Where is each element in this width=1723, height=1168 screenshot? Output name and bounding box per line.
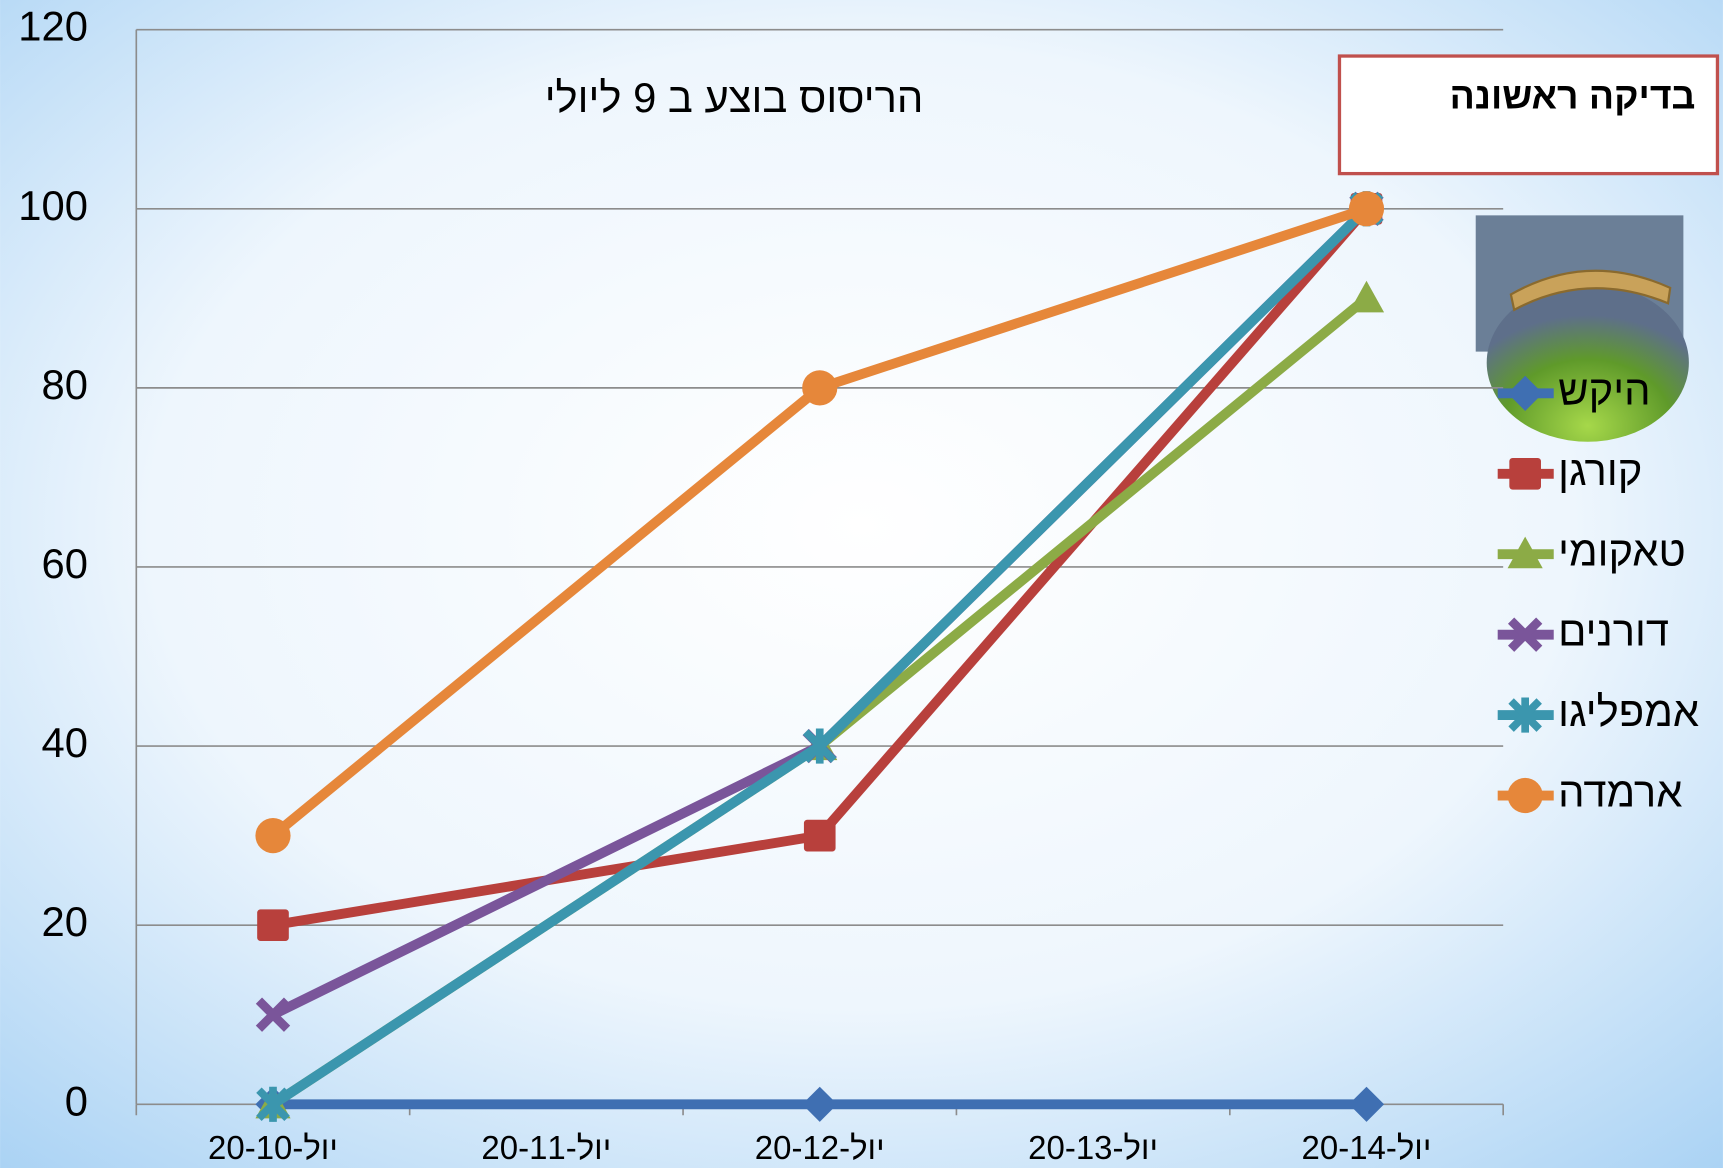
marker <box>803 819 836 852</box>
marker <box>1509 457 1541 490</box>
legend-entry: קורגן <box>1497 447 1642 494</box>
legend-label: טאקומי <box>1558 527 1686 574</box>
square <box>1509 457 1541 490</box>
legend-label: היקש <box>1558 366 1650 413</box>
annotation: בדיקה ראשונה <box>1450 75 1696 117</box>
y-tick-label: 100 <box>18 182 88 229</box>
legend-label: ארמדה <box>1558 769 1682 816</box>
diamond <box>1348 1086 1385 1122</box>
marker <box>255 818 291 854</box>
legend-label: קורגן <box>1558 447 1642 494</box>
annotation-box <box>1337 54 1720 176</box>
triangle <box>1348 280 1385 313</box>
circle <box>255 818 291 854</box>
star <box>802 728 837 764</box>
y-tick-label: 60 <box>42 540 88 587</box>
x-tick-label: 20-יול-10 <box>208 1129 338 1166</box>
x-tick-label: 20-יול-13 <box>1028 1129 1158 1166</box>
marker <box>1348 191 1385 227</box>
y-tick-label: 120 <box>18 3 88 50</box>
x-tick-label: 20-יול-11 <box>481 1129 611 1166</box>
square <box>803 819 836 852</box>
y-tick-label: 40 <box>42 719 88 766</box>
diamond <box>802 1086 838 1122</box>
star <box>1508 697 1542 733</box>
circle <box>1348 191 1385 227</box>
marker <box>802 728 837 764</box>
triangle <box>1507 536 1543 569</box>
y-tick-label: 80 <box>42 361 88 408</box>
circle <box>802 370 838 406</box>
legend-entry: דורנים <box>1497 608 1669 655</box>
square <box>257 909 289 941</box>
marker <box>1508 697 1542 733</box>
marker <box>257 909 289 941</box>
marker <box>1348 1086 1385 1122</box>
chart-title: הריסוס בוצע ב 9 ליולי <box>545 74 924 121</box>
x <box>255 997 291 1032</box>
legend-entry: אמפליגו <box>1497 688 1699 735</box>
y-tick-label: 0 <box>65 1077 88 1124</box>
marker <box>1348 280 1385 313</box>
marker <box>1507 777 1543 814</box>
x-tick-label: 20-יול-14 <box>1302 1129 1432 1166</box>
x-tick-label: 20-יול-12 <box>755 1129 885 1166</box>
photo <box>1475 215 1689 442</box>
circle <box>1507 777 1543 814</box>
marker <box>256 1086 290 1122</box>
legend-entry: טאקומי <box>1497 527 1686 574</box>
x <box>1507 617 1543 652</box>
marker <box>1507 536 1543 569</box>
marker <box>802 1086 838 1122</box>
marker <box>1507 617 1543 652</box>
star <box>256 1086 290 1122</box>
marker <box>255 997 291 1032</box>
legend-entry: ארמדה <box>1497 769 1682 816</box>
y-tick-label: 20 <box>42 898 88 945</box>
marker <box>802 370 838 406</box>
legend-label: דורנים <box>1558 608 1669 655</box>
legend-label: אמפליגו <box>1558 688 1699 735</box>
